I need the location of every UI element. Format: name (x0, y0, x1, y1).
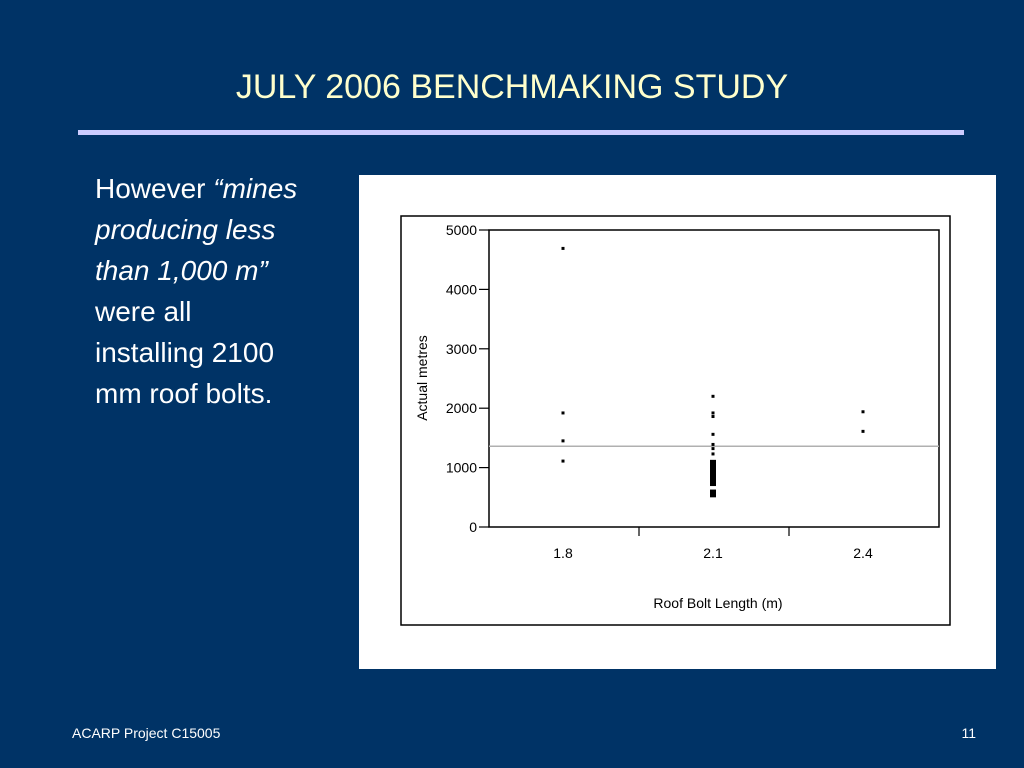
x-axis-label: Roof Bolt Length (m) (653, 595, 782, 611)
data-point (711, 452, 715, 456)
data-point (710, 491, 716, 498)
plot-area-frame (488, 229, 940, 528)
slide-title: JULY 2006 BENCHMAKING STUDY (235, 68, 789, 106)
data-point (561, 411, 565, 415)
scatter-chart: 0 1000 2000 3000 4000 5000 1.8 2.1 2.4 Actual m… (400, 215, 951, 626)
data-points (561, 246, 865, 498)
x-tick-label: 1.8 (553, 545, 573, 561)
body-line-5: installing 2100 (95, 337, 275, 368)
y-tick-label: 4000 (446, 281, 477, 297)
title-divider (78, 130, 964, 135)
data-point (711, 432, 715, 436)
y-axis-label: Actual metres (414, 335, 430, 421)
x-tick-label: 2.4 (853, 545, 873, 561)
footer-project: ACARP Project C15005 (72, 725, 221, 741)
y-tick-label: 5000 (446, 222, 477, 238)
x-axis-ticks: 1.8 2.1 2.4 (553, 527, 873, 561)
y-tick-label: 3000 (446, 341, 477, 357)
data-point (711, 394, 715, 398)
data-point (561, 459, 565, 463)
body-quote-line-1: “mines (213, 173, 298, 204)
body-quote-line-2: producing less (95, 214, 276, 245)
data-point (711, 442, 715, 446)
body-quote-line-3: than 1,000 m” (95, 255, 268, 286)
data-point (711, 411, 715, 415)
data-point (711, 415, 715, 419)
data-point (561, 246, 565, 250)
body-text: However “mines producing less than 1,000… (95, 168, 355, 414)
data-point (710, 459, 716, 466)
body-line-6: mm roof bolts. (95, 378, 273, 409)
y-axis-ticks: 0 1000 2000 3000 4000 5000 (446, 222, 489, 535)
page-number: 11 (961, 725, 976, 741)
chart-outer-frame (400, 215, 951, 626)
chart-panel: 0 1000 2000 3000 4000 5000 1.8 2.1 2.4 Actual m… (359, 175, 996, 669)
data-point (561, 439, 565, 443)
x-tick-label: 2.1 (703, 545, 723, 561)
data-point (711, 447, 715, 451)
body-lead: However (95, 173, 214, 204)
y-tick-label: 2000 (446, 400, 477, 416)
y-tick-label: 0 (469, 519, 477, 535)
data-point (861, 410, 865, 414)
data-point (710, 480, 716, 487)
data-point (861, 429, 865, 433)
body-line-4: were all (95, 296, 192, 327)
y-tick-label: 1000 (446, 460, 477, 476)
